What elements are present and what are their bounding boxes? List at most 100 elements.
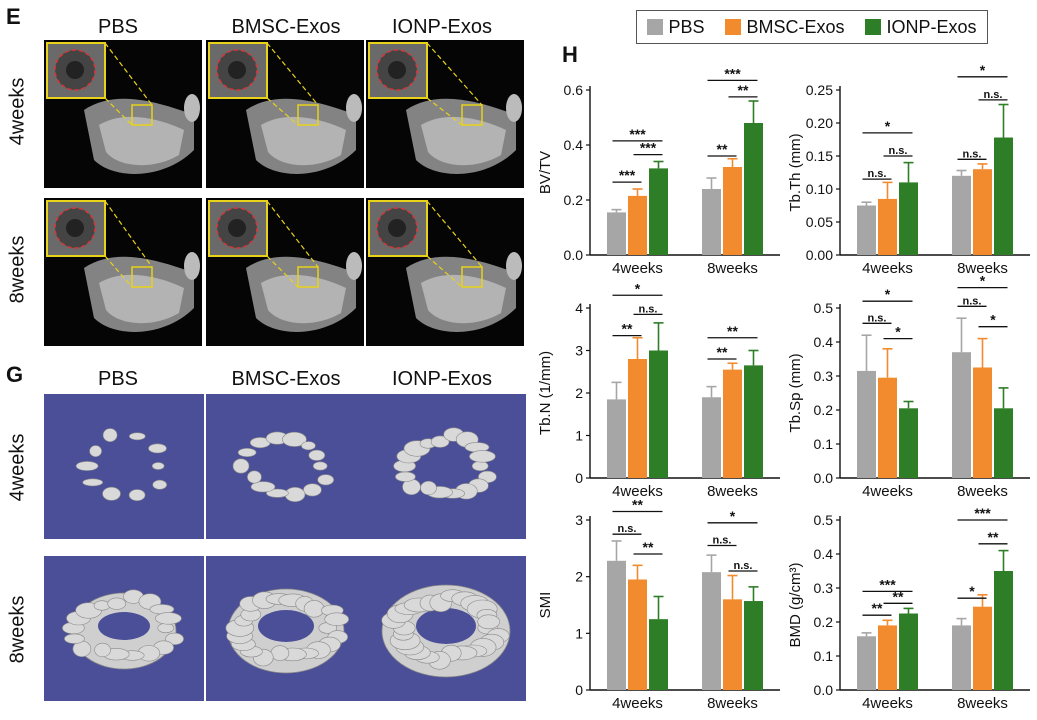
chart-1-ytick-label: 0.00 (806, 247, 833, 263)
ct-image-ionp-8weeks (366, 198, 524, 346)
ct-col-title-ionp: IONP-Exos (391, 16, 493, 38)
chart-5-ytick-label: 0.1 (814, 648, 834, 664)
chart-1-ytick-label: 0.20 (806, 115, 833, 131)
chart-0-sig-label: ** (717, 141, 728, 157)
chart-2-bar (607, 399, 626, 478)
legend-item-pbs: PBS (647, 17, 705, 38)
chart-4-ytick-label: 1 (575, 625, 583, 641)
chart-4-bar (607, 560, 626, 690)
chart-0-sig-label: *** (724, 65, 741, 81)
bone-model-bmsc-4weeks (206, 394, 366, 539)
chart-5-ytick-label: 0.5 (814, 512, 834, 528)
chart-4-ytick-label: 3 (575, 512, 583, 528)
chart-2-sig-label: n.s. (639, 303, 658, 315)
chart-5-bar (857, 636, 876, 690)
chart-0-sig-label: *** (640, 140, 657, 156)
chart-4-sig-label: * (730, 508, 736, 524)
panel-letter-h: H (562, 42, 578, 67)
legend-label-ionp: IONP-Exos (886, 16, 977, 37)
legend-swatch-ionp (865, 19, 882, 35)
chart-1-ytick-label: 0.10 (806, 181, 833, 197)
legend-swatch-bmsc (725, 19, 742, 35)
chart-1-xtick-label: 4weeks (862, 260, 913, 277)
chart-0-bar (649, 168, 668, 255)
bone-model-bmsc-8weeks (206, 556, 366, 701)
chart-2-sig-label: ** (717, 344, 728, 360)
chart-4-sig-label: ** (632, 497, 643, 513)
chart-5-bar (899, 613, 918, 690)
chart-1-bar (899, 182, 918, 255)
chart-4-sig-label: n.s. (713, 535, 732, 547)
chart-3-bar (994, 408, 1013, 478)
chart-5-ytick-label: 0.4 (814, 546, 834, 562)
chart-1-sig-label: n.s. (984, 89, 1003, 101)
chart-2-sig-label: * (635, 280, 641, 296)
model-col-title-pbs: PBS (97, 368, 139, 390)
ct-col-title-bmsc: BMSC-Exos (231, 16, 341, 38)
chart-1-bar (857, 205, 876, 255)
panel-letter-e: E (6, 4, 21, 29)
chart-2-ytick-label: 1 (575, 428, 583, 444)
chart-3-bar (952, 352, 971, 478)
ct-col-title-pbs: PBS (97, 16, 139, 38)
legend-item-ionp: IONP-Exos (865, 16, 977, 38)
chart-0-bar (744, 123, 763, 255)
legend-label-bmsc: BMSC-Exos (746, 16, 845, 37)
ct-image-pbs-4weeks (44, 40, 202, 188)
chart-4-bar (744, 601, 763, 690)
chart-2-ytick-label: 4 (575, 300, 583, 316)
chart-3-sig-label: n.s. (868, 312, 887, 324)
chart-4-bar (702, 572, 721, 690)
chart-1-sig-label: n.s. (963, 148, 982, 160)
chart-2-sig-label: ** (727, 323, 738, 339)
chart-1-ytick-label: 0.05 (806, 214, 833, 230)
chart-3-ytick-label: 0.3 (814, 368, 834, 384)
chart-5-sig-label: ** (988, 529, 999, 545)
chart-5-ytick-label: 0.3 (814, 580, 834, 596)
chart-3-bar (973, 367, 992, 478)
chart-1-sig-label: n.s. (889, 145, 908, 157)
chart-3-ytick-label: 0.0 (814, 470, 834, 486)
model-col-title-ionp: IONP-Exos (391, 368, 493, 390)
chart-4-sig-label: n.s. (734, 560, 753, 572)
chart-3-ytick-label: 0.2 (814, 402, 834, 418)
chart-2-bar (649, 350, 668, 478)
chart-5-sig-label: ** (872, 600, 883, 616)
chart-0-xtick-label: 8weeks (707, 260, 758, 277)
legend-item-bmsc: BMSC-Exos (725, 16, 845, 38)
ct-image-pbs-8weeks (44, 198, 202, 346)
chart-5-ytick-label: 0.2 (814, 614, 834, 630)
chart-5-bar (973, 606, 992, 690)
ct-image-bmsc-4weeks (206, 40, 364, 188)
chart-2-bar (723, 369, 742, 478)
chart-3-xtick-label: 8weeks (957, 483, 1008, 500)
chart-2-ytick-label: 3 (575, 343, 583, 359)
chart-3-sig-label: * (895, 324, 901, 340)
chart-5-sig-label: * (969, 583, 975, 599)
chart-5-bar (878, 625, 897, 690)
chart-2-bar (702, 397, 721, 478)
ct-image-ionp-4weeks (366, 40, 524, 188)
chart-1-bar (952, 175, 971, 255)
chart-0-ytick-label: 0.2 (564, 192, 584, 208)
chart-2-ylabel: Tb.N (1/mm) (537, 351, 554, 435)
chart-1-ylabel: Tb.Th (mm) (787, 133, 804, 211)
chart-3-bar (857, 370, 876, 478)
chart-5-bar (952, 625, 971, 690)
chart-2-xtick-label: 4weeks (612, 483, 663, 500)
chart-0-bar (607, 212, 626, 255)
chart-2-bar (744, 365, 763, 478)
chart-3-bar (899, 408, 918, 478)
chart-4-ylabel: SMI (537, 592, 554, 619)
chart-0-ytick-label: 0.4 (564, 137, 584, 153)
chart-legend: PBS BMSC-Exos IONP-Exos (636, 10, 988, 44)
chart-3-xtick-label: 4weeks (862, 483, 913, 500)
chart-4-sig-label: ** (643, 539, 654, 555)
chart-0-sig-label: ** (738, 82, 749, 98)
chart-5-xtick-label: 4weeks (862, 695, 913, 712)
chart-5-sig-label: *** (974, 505, 991, 521)
bone-model-pbs-4weeks (44, 394, 204, 539)
chart-1-sig-label: * (885, 118, 891, 134)
bone-model-ionp-8weeks (366, 556, 526, 701)
